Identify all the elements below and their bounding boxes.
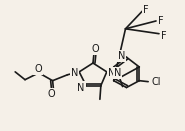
Text: Cl: Cl (151, 77, 161, 87)
Text: N: N (118, 51, 125, 61)
Text: F: F (143, 5, 149, 15)
Text: N: N (78, 83, 85, 92)
Text: N: N (114, 68, 121, 78)
Text: O: O (91, 44, 99, 54)
Text: O: O (48, 89, 56, 99)
Text: F: F (161, 31, 167, 41)
Text: F: F (158, 16, 164, 26)
Text: N: N (71, 68, 78, 78)
Text: N: N (108, 68, 115, 78)
Text: O: O (34, 64, 42, 74)
